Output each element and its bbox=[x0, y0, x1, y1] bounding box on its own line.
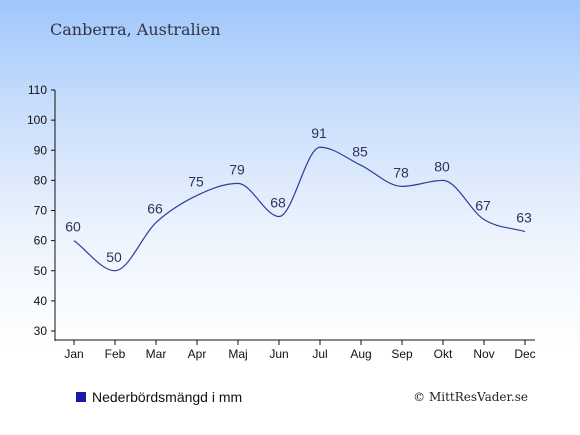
data-point bbox=[524, 230, 527, 233]
x-tick-label: Apr bbox=[188, 347, 207, 361]
x-tick-label: Aug bbox=[350, 347, 371, 361]
y-tick-label: 90 bbox=[34, 143, 48, 157]
y-tick-label: 70 bbox=[34, 204, 48, 218]
data-label: 80 bbox=[434, 158, 450, 174]
y-tick-label: 60 bbox=[34, 234, 48, 248]
data-point bbox=[442, 179, 445, 182]
data-label: 60 bbox=[65, 219, 81, 235]
data-point bbox=[114, 269, 117, 272]
x-tick-label: Nov bbox=[473, 347, 494, 361]
data-label: 91 bbox=[311, 125, 327, 141]
y-tick-label: 30 bbox=[34, 324, 48, 338]
data-label: 63 bbox=[516, 210, 532, 226]
data-label: 68 bbox=[270, 195, 286, 211]
x-tick-label: Okt bbox=[434, 347, 453, 361]
series-line bbox=[73, 146, 526, 272]
data-label: 66 bbox=[147, 201, 163, 217]
data-label: 85 bbox=[352, 143, 368, 159]
x-tick-label: Jan bbox=[64, 347, 83, 361]
x-tick-label: Jul bbox=[312, 347, 327, 361]
data-point bbox=[401, 185, 404, 188]
chart-title: Canberra, Australien bbox=[50, 20, 221, 39]
x-tick-label: Jun bbox=[269, 347, 288, 361]
data-point bbox=[278, 215, 281, 218]
y-tick-label: 40 bbox=[34, 294, 48, 308]
data-point bbox=[237, 182, 240, 185]
x-tick-label: Maj bbox=[228, 347, 247, 361]
x-tick-label: Mar bbox=[146, 347, 167, 361]
data-point bbox=[73, 239, 76, 242]
y-tick-label: 100 bbox=[27, 113, 47, 127]
data-point bbox=[483, 218, 486, 221]
data-point bbox=[155, 221, 158, 224]
data-label: 67 bbox=[475, 198, 491, 214]
y-tick-label: 110 bbox=[28, 83, 47, 97]
x-tick-label: Feb bbox=[105, 347, 126, 361]
data-point bbox=[319, 146, 322, 149]
y-tick-label: 50 bbox=[34, 264, 48, 278]
data-label: 79 bbox=[229, 161, 245, 177]
data-label: 75 bbox=[188, 173, 204, 189]
data-point bbox=[196, 194, 199, 197]
x-tick-label: Sep bbox=[391, 347, 413, 361]
data-label: 50 bbox=[106, 249, 122, 265]
legend: Nederbördsmängd i mm bbox=[76, 389, 242, 405]
x-tick-label: Dec bbox=[514, 347, 535, 361]
copyright-text: © MittResVader.se bbox=[413, 390, 528, 404]
data-point bbox=[360, 164, 363, 167]
legend-swatch bbox=[76, 392, 86, 402]
legend-label: Nederbördsmängd i mm bbox=[92, 389, 243, 405]
y-tick-label: 80 bbox=[34, 173, 48, 187]
data-label: 78 bbox=[393, 164, 409, 180]
